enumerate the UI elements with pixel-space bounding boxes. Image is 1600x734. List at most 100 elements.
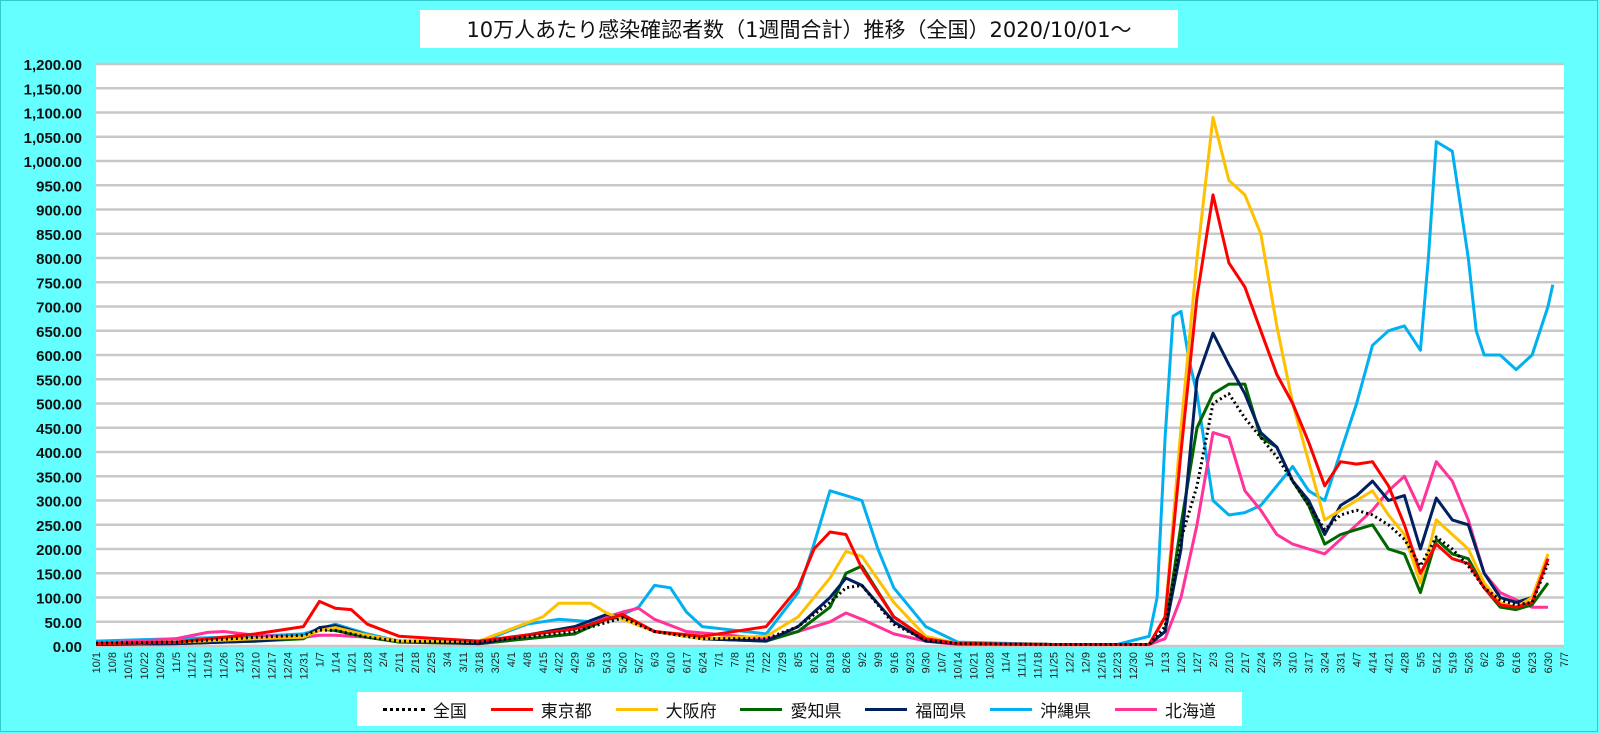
x-tick-label: 12/17 (267, 652, 279, 680)
chart-title-box: 10万人あたり感染確認者数（1週間合計）推移（全国）2020/10/01～ (420, 10, 1178, 48)
x-tick-label: 5/26 (1463, 652, 1475, 673)
x-tick-label: 3/10 (1288, 652, 1300, 673)
x-tick-label: 5/13 (602, 652, 614, 673)
x-tick-label: 1/20 (1176, 652, 1188, 673)
x-tick-label: 2/25 (426, 652, 438, 673)
y-tick-label: 550.00 (36, 372, 82, 389)
legend-swatch (865, 707, 908, 711)
x-tick-label: 2/4 (378, 652, 390, 667)
y-tick-label: 650.00 (36, 324, 82, 341)
x-tick-label: 5/19 (1447, 652, 1459, 673)
y-tick-label: 50.00 (44, 615, 82, 632)
x-tick-label: 10/1 (91, 652, 103, 673)
x-tick-label: 6/23 (1527, 652, 1539, 673)
legend: 全国 東京都 大阪府 愛知県 福岡県 沖縄県 北海道 (357, 692, 1242, 726)
x-tick-label: 7/15 (745, 652, 757, 673)
y-tick-label: 450.00 (36, 421, 82, 438)
legend-label: 福岡県 (915, 701, 967, 722)
x-tick-label: 7/22 (761, 652, 773, 673)
legend-swatch (1114, 707, 1157, 711)
x-tick-label: 12/3 (235, 652, 247, 673)
x-tick-label: 1/7 (314, 652, 326, 667)
x-tick-label: 10/21 (969, 652, 981, 680)
x-tick-label: 6/24 (697, 652, 709, 673)
x-tick-label: 6/2 (1479, 652, 1491, 667)
legend-swatch (990, 707, 1033, 711)
x-tick-label: 11/26 (219, 652, 231, 679)
chart-title: 10万人あたり感染確認者数（1週間合計）推移（全国）2020/10/01～ (466, 18, 1132, 42)
x-tick-label: 9/23 (905, 652, 917, 673)
legend-item: 北海道 (1114, 697, 1216, 722)
y-tick-label: 800.00 (36, 251, 82, 268)
x-tick-label: 8/5 (793, 652, 805, 667)
legend-item: 沖縄県 (990, 697, 1091, 722)
x-tick-label: 12/16 (1096, 652, 1108, 680)
x-tick-label: 2/11 (394, 652, 406, 673)
x-tick-label: 4/15 (538, 652, 550, 673)
x-tick-label: 1/6 (1144, 652, 1156, 667)
x-tick-label: 9/16 (889, 652, 901, 673)
y-tick-label: 350.00 (36, 469, 82, 486)
x-tick-label: 10/15 (123, 652, 135, 680)
x-tick-label: 2/17 (1240, 652, 1252, 673)
x-tick-label: 1/13 (1160, 652, 1172, 673)
y-tick-label: 100.00 (36, 591, 82, 608)
y-tick-label: 850.00 (36, 227, 82, 244)
x-tick-label: 12/24 (282, 652, 294, 680)
x-tick-label: 9/2 (857, 652, 869, 667)
x-tick-label: 3/31 (1336, 652, 1348, 673)
x-tick-label: 4/28 (1399, 652, 1411, 673)
legend-label: 全国 (432, 701, 467, 722)
series-line-6 (95, 140, 1555, 646)
x-tick-label: 7/29 (777, 652, 789, 673)
y-tick-label: 700.00 (36, 300, 82, 317)
x-tick-label: 12/31 (298, 652, 310, 680)
x-tick-label: 4/1 (506, 652, 518, 667)
y-tick-label: 0.00 (53, 639, 82, 656)
x-tick-label: 4/7 (1352, 652, 1364, 667)
x-tick-label: 1/28 (362, 652, 374, 673)
x-tick-label: 6/9 (1495, 652, 1507, 667)
legend-swatch (490, 707, 533, 711)
legend-item: 大阪府 (615, 697, 717, 722)
x-tick-label: 11/4 (1001, 652, 1013, 673)
y-tick-label: 400.00 (36, 445, 82, 462)
x-tick-label: 12/9 (1080, 652, 1092, 673)
x-tick-label: 12/30 (1128, 652, 1140, 680)
x-tick-label: 11/18 (1032, 652, 1044, 679)
x-tick-label: 9/30 (921, 652, 933, 673)
legend-swatch (615, 707, 658, 711)
legend-item: 東京都 (490, 697, 592, 722)
x-tick-label: 3/11 (458, 652, 470, 673)
legend-item: 福岡県 (865, 697, 966, 722)
x-tick-label: 3/24 (1320, 652, 1332, 673)
x-tick-label: 6/3 (649, 652, 661, 667)
x-tick-label: 3/18 (474, 652, 486, 673)
x-tick-label: 11/25 (1048, 652, 1060, 679)
x-tick-label: 8/26 (841, 652, 853, 673)
x-tick-label: 10/14 (953, 652, 965, 680)
x-tick-label: 10/7 (937, 652, 949, 673)
y-tick-label: 1,100.00 (24, 106, 82, 123)
y-tick-label: 1,050.00 (24, 130, 82, 147)
x-tick-label: 11/19 (203, 652, 215, 679)
x-tick-label: 1/21 (346, 652, 358, 673)
x-tick-label: 1/27 (1192, 652, 1204, 673)
y-tick-label: 200.00 (36, 542, 82, 559)
legend-swatch (740, 707, 783, 711)
x-tick-label: 12/2 (1064, 652, 1076, 673)
x-tick-label: 12/10 (251, 652, 263, 680)
x-tick-label: 10/22 (139, 652, 151, 680)
y-tick-label: 250.00 (36, 518, 82, 535)
x-tick-label: 9/9 (873, 652, 885, 667)
x-tick-label: 3/17 (1304, 652, 1316, 673)
x-tick-label: 10/28 (985, 652, 997, 680)
legend-item: 愛知県 (740, 697, 841, 722)
x-tick-label: 4/14 (1368, 652, 1380, 673)
x-tick-label: 5/6 (586, 652, 598, 667)
y-tick-label: 1,000.00 (24, 154, 82, 171)
x-tick-label: 6/16 (1511, 652, 1523, 673)
x-tick-label: 7/7 (1559, 652, 1571, 667)
x-tick-label: 11/5 (171, 652, 183, 673)
x-tick-label: 2/24 (1256, 652, 1268, 673)
